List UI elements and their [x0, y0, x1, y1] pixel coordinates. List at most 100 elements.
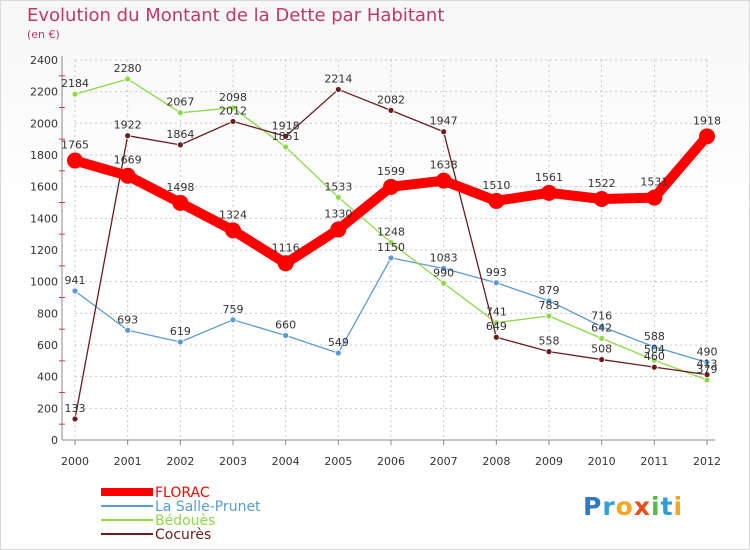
x-tick-label: 2004: [272, 455, 300, 468]
y-tick-label: 400: [37, 371, 58, 384]
data-point: [545, 348, 553, 356]
data-point: [492, 279, 500, 287]
data-label: 1522: [588, 177, 616, 190]
data-point: [229, 316, 237, 324]
x-tick-label: 2000: [61, 455, 89, 468]
chart-title: Evolution du Montant de la Dette par Hab…: [27, 5, 445, 26]
data-point: [646, 189, 663, 206]
data-label: 1324: [219, 208, 247, 221]
data-label: 2067: [166, 96, 194, 109]
data-point: [124, 326, 132, 334]
data-label: 588: [644, 330, 665, 343]
data-point: [119, 167, 136, 184]
data-point: [541, 184, 557, 201]
data-point: [124, 75, 132, 83]
data-point: [229, 118, 237, 125]
y-tick-label: 1200: [30, 244, 58, 257]
data-point: [387, 254, 395, 262]
data-label: 716: [591, 310, 612, 323]
data-point: [229, 104, 237, 112]
data-label: 642: [591, 321, 612, 334]
data-point: [71, 90, 79, 98]
data-label: 1765: [61, 139, 89, 152]
data-label: 1918: [272, 119, 300, 132]
data-point: [225, 222, 241, 239]
data-point: [703, 359, 711, 366]
data-label: 660: [275, 319, 296, 332]
data-point: [330, 221, 347, 238]
data-label: 460: [644, 350, 665, 363]
data-label: 1561: [535, 171, 563, 184]
x-tick-label: 2007: [430, 455, 458, 468]
legend-label: La Salle-Prunet: [155, 499, 261, 515]
data-label: 558: [539, 335, 560, 348]
y-tick-label: 0: [51, 434, 58, 447]
data-label: 1330: [324, 207, 352, 220]
data-label: 2012: [219, 104, 247, 117]
data-label: 990: [433, 266, 454, 279]
data-point: [282, 143, 290, 151]
data-label: 1851: [272, 130, 300, 143]
data-point: [176, 109, 184, 117]
data-point: [488, 192, 505, 209]
data-label: 941: [65, 274, 86, 287]
data-point: [334, 349, 342, 357]
data-label: 649: [486, 320, 507, 333]
data-label: 879: [539, 284, 560, 297]
data-label: 1248: [377, 225, 405, 238]
data-label: 741: [486, 306, 507, 319]
y-tick-label: 800: [37, 307, 58, 320]
data-point: [172, 194, 189, 211]
data-point: [492, 333, 500, 341]
data-label: 1669: [114, 154, 142, 167]
x-tick-label: 2009: [535, 455, 563, 468]
data-label: 1638: [430, 159, 458, 172]
data-label: 549: [328, 336, 349, 349]
data-label: 1918: [693, 114, 721, 127]
grid-layer: [74, 59, 708, 441]
data-label: 2098: [219, 91, 247, 104]
data-point: [282, 332, 290, 339]
x-tick-label: 2008: [482, 455, 510, 468]
data-point: [440, 279, 448, 287]
data-point: [545, 312, 553, 320]
data-label: 1922: [114, 119, 142, 132]
x-tick-label: 2001: [114, 455, 142, 468]
x-tick-label: 2012: [693, 455, 721, 468]
y-tick-label: 2200: [30, 86, 58, 99]
data-point: [67, 152, 83, 169]
data-point: [699, 128, 715, 145]
data-point: [176, 338, 184, 346]
data-point: [387, 238, 395, 246]
data-label-layer: 1765 1669 1498 1324 1116 1330 1599 1638 1510 1561…: [61, 62, 721, 415]
data-point: [440, 265, 448, 272]
data-label: 1150: [377, 241, 405, 254]
data-label: 490: [697, 345, 718, 358]
data-label: 508: [591, 343, 612, 356]
y-tick-label: 1400: [30, 212, 58, 225]
data-label: 619: [170, 325, 191, 338]
y-tick-label: 1600: [30, 181, 58, 194]
data-label: 1864: [166, 128, 194, 141]
y-tick-label: 2000: [30, 117, 58, 130]
data-label: 783: [539, 299, 560, 312]
data-label: 1947: [430, 115, 458, 128]
data-point: [435, 172, 452, 189]
data-label: 1116: [272, 241, 300, 254]
data-label: 379: [697, 363, 718, 376]
proxiti-logo: Proxiti: [583, 492, 684, 521]
data-point: [124, 132, 132, 140]
data-label: 133: [65, 402, 86, 415]
data-point: [545, 297, 553, 305]
data-label: 2184: [61, 77, 89, 90]
data-label: 504: [644, 343, 665, 356]
y-tick-label: 1000: [30, 276, 58, 289]
legend-label: FLORAC: [155, 485, 210, 501]
data-point: [71, 415, 79, 423]
data-label: 693: [117, 313, 138, 326]
data-label: 1510: [482, 179, 510, 192]
data-label: 1599: [377, 165, 405, 178]
data-point: [383, 178, 399, 195]
data-label: 1083: [430, 252, 458, 265]
